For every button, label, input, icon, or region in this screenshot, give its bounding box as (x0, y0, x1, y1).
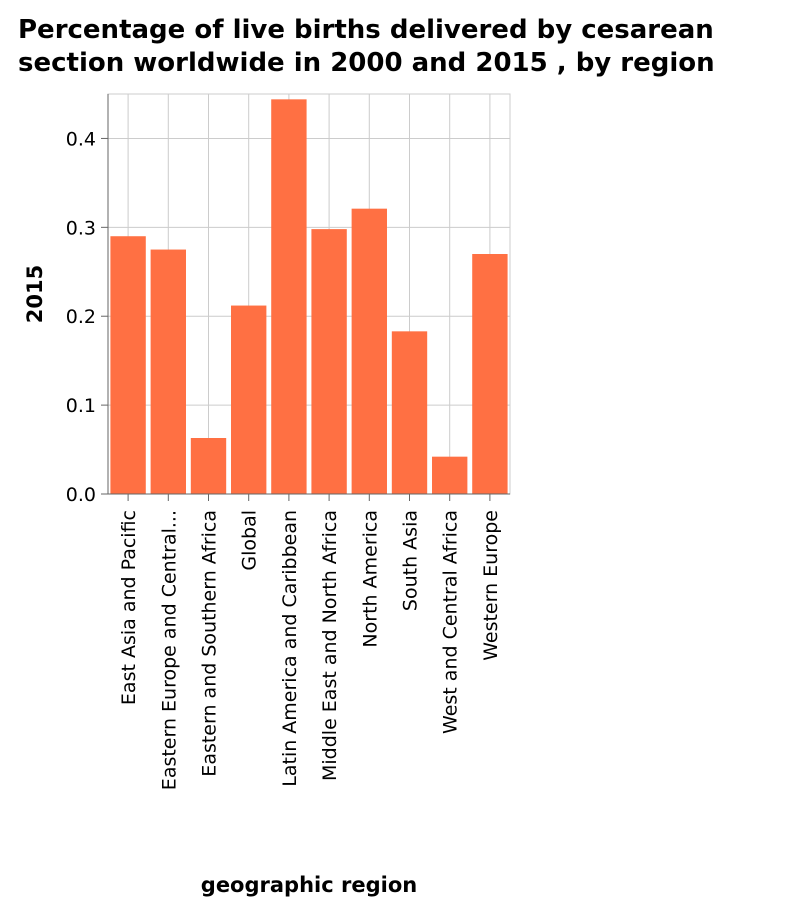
bar (472, 254, 508, 494)
x-tick-label: West and Central Africa (440, 510, 462, 734)
chart-title-line-2: section worldwide in 2000 and 2015 , by … (18, 48, 715, 78)
bar (432, 456, 468, 494)
y-tick-label: 0.2 (66, 306, 96, 328)
y-tick-label: 0.3 (66, 217, 96, 239)
x-tick-label: Western Europe (480, 510, 502, 661)
y-tick-label: 0.4 (66, 128, 96, 150)
y-tick-label: 0.1 (66, 395, 96, 417)
x-tick-label: Latin America and Caribbean (279, 510, 301, 787)
x-tick-label: East Asia and Pacific (118, 510, 140, 705)
bars (110, 99, 508, 494)
bar (231, 305, 267, 494)
x-tick-label: Eastern and Southern Africa (199, 510, 221, 777)
y-tick-label: 0.0 (66, 484, 96, 506)
bar (351, 208, 387, 494)
bar (190, 438, 227, 494)
bar (150, 249, 186, 494)
x-tick-labels: East Asia and Pacific Eastern Europe and … (118, 510, 502, 790)
chart-title: Percentage of live births delivered by c… (18, 14, 788, 80)
x-tick-label: South Asia (400, 510, 422, 611)
x-tick-label: North America (359, 510, 381, 648)
bar (271, 99, 307, 494)
axes (101, 94, 510, 501)
y-tick-labels: 0.0 0.1 0.2 0.3 0.4 (66, 128, 96, 506)
bar (311, 229, 347, 494)
chart-title-line-1: Percentage of live births delivered by c… (18, 15, 714, 45)
bar (110, 236, 146, 494)
y-axis-title: 2015 (23, 265, 47, 323)
x-axis-title: geographic region (201, 873, 417, 897)
bar (391, 331, 428, 494)
x-tick-label: Middle East and North Africa (319, 510, 341, 781)
x-tick-label: Eastern Europe and Central... (158, 510, 180, 790)
x-tick-label: Global (239, 510, 261, 571)
